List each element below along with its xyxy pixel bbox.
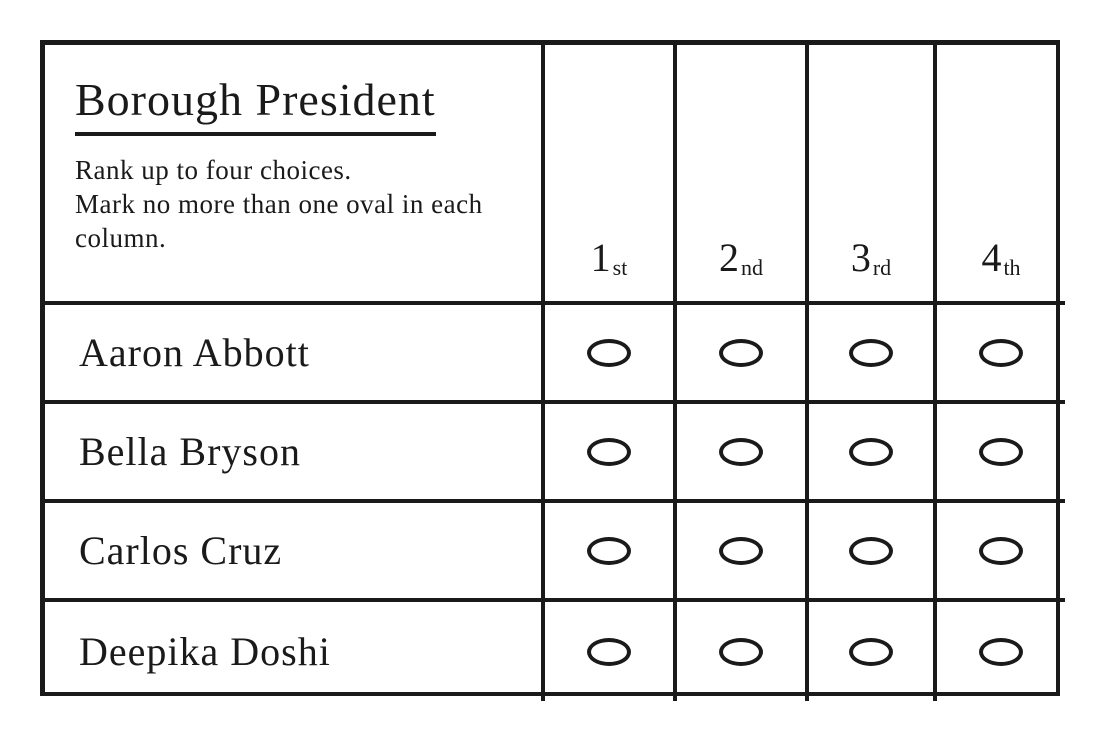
oval-cell [937,602,1065,701]
vote-oval[interactable] [979,537,1023,565]
vote-oval[interactable] [587,537,631,565]
vote-oval[interactable] [849,537,893,565]
rank-num: 3 [851,234,871,281]
oval-cell [545,503,677,602]
oval-cell [677,404,809,503]
candidate-cell: Bella Bryson [45,404,545,503]
vote-oval[interactable] [719,537,763,565]
rank-header-1: 1st [545,45,677,305]
rank-suffix: st [613,255,628,281]
rank-header-4: 4th [937,45,1065,305]
oval-cell [809,602,937,701]
vote-oval[interactable] [849,638,893,666]
candidate-cell: Carlos Cruz [45,503,545,602]
candidate-name: Aaron Abbott [75,329,314,376]
candidate-cell: Aaron Abbott [45,305,545,404]
oval-cell [545,602,677,701]
oval-cell [937,404,1065,503]
rank-header-2: 2nd [677,45,809,305]
vote-oval[interactable] [979,438,1023,466]
rank-num: 4 [981,234,1001,281]
oval-cell [677,503,809,602]
vote-oval[interactable] [719,438,763,466]
oval-cell [937,503,1065,602]
candidate-name: Deepika Doshi [75,628,335,675]
vote-oval[interactable] [587,339,631,367]
rank-suffix: nd [741,255,763,281]
oval-cell [809,503,937,602]
rank-header-3: 3rd [809,45,937,305]
candidate-name: Carlos Cruz [75,527,286,574]
candidate-cell: Deepika Doshi [45,602,545,701]
ballot-instructions-2: Mark no more than one oval in each colum… [75,188,511,256]
rank-suffix: rd [873,255,891,281]
oval-cell [809,305,937,404]
candidate-name: Bella Bryson [75,428,305,475]
vote-oval[interactable] [587,638,631,666]
ballot-grid: Borough President Rank up to four choice… [40,40,1060,696]
rank-num: 1 [591,234,611,281]
oval-cell [809,404,937,503]
vote-oval[interactable] [979,638,1023,666]
rank-suffix: th [1003,255,1020,281]
ballot-header: Borough President Rank up to four choice… [45,45,545,305]
oval-cell [677,305,809,404]
vote-oval[interactable] [719,638,763,666]
oval-cell [545,404,677,503]
rank-num: 2 [719,234,739,281]
oval-cell [677,602,809,701]
ballot-instructions-1: Rank up to four choices. [75,154,352,188]
vote-oval[interactable] [979,339,1023,367]
vote-oval[interactable] [719,339,763,367]
vote-oval[interactable] [587,438,631,466]
vote-oval[interactable] [849,339,893,367]
oval-cell [937,305,1065,404]
vote-oval[interactable] [849,438,893,466]
oval-cell [545,305,677,404]
ballot-title: Borough President [75,73,436,136]
